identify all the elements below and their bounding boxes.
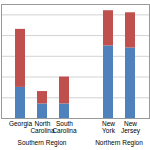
svg-text:SouthCarolina: SouthCarolina [52,120,77,134]
svg-text:NorthCarolina: NorthCarolina [30,120,55,134]
svg-text:NewYork: NewYork [102,120,116,134]
html-text:Northern Region: Northern Region [95,139,143,146]
html-text:Southern Region: Southern Region [17,139,67,146]
svg-text:NewJersey: NewJersey [121,120,141,135]
svg-text:Georgia: Georgia [9,120,33,128]
